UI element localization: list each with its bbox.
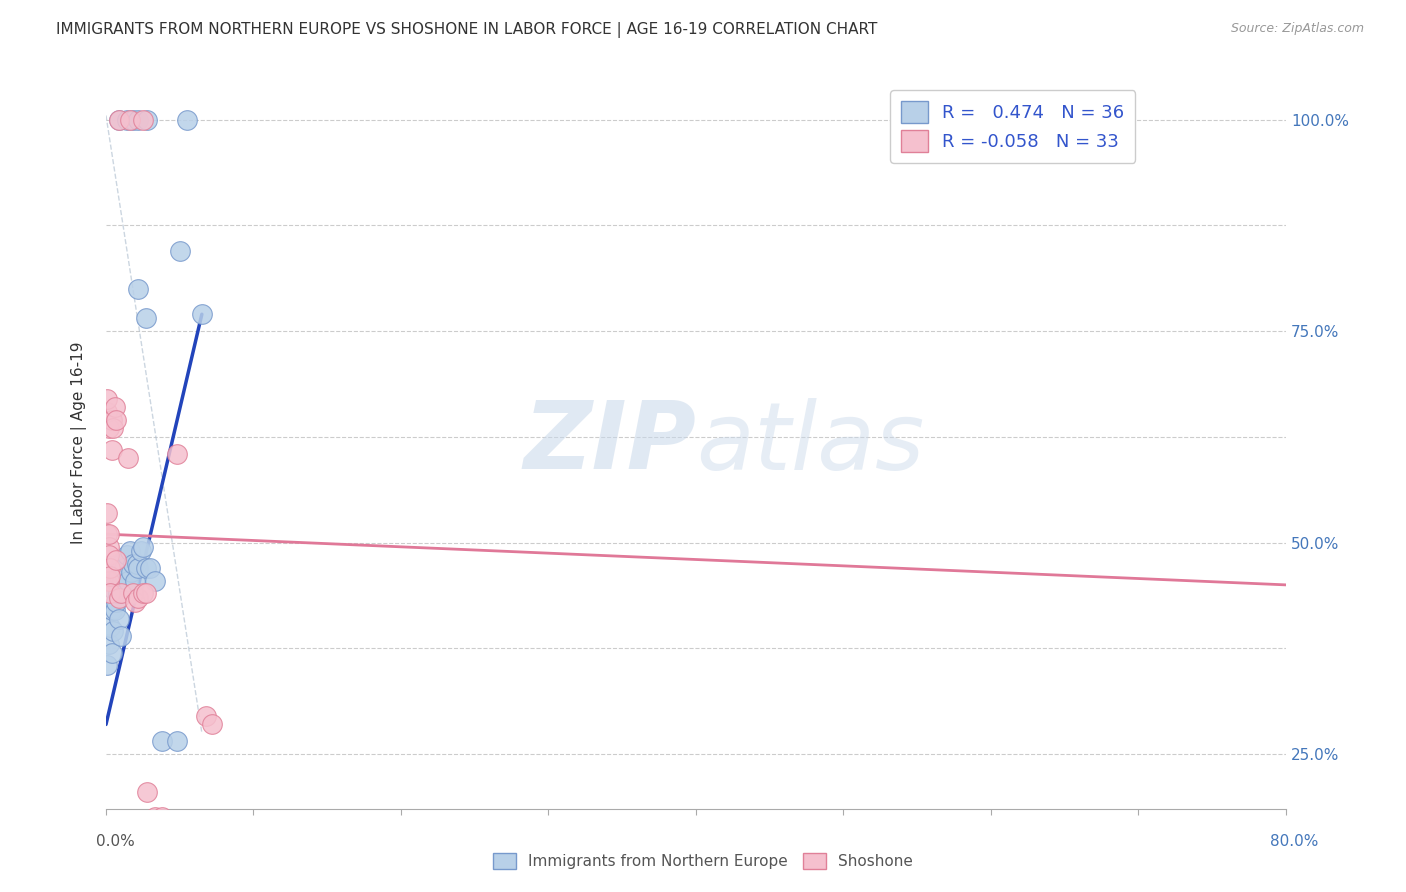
Point [100,586,122,600]
Legend: R =   0.474   N = 36, R = -0.058   N = 33: R = 0.474 N = 36, R = -0.058 N = 33 [890,90,1135,163]
Point [127,561,149,575]
Point [100,620,122,634]
Point [121,557,143,571]
Point [104,401,127,415]
Point [201,717,224,731]
Point [127,282,149,296]
Point [118,112,141,127]
Point [108,112,131,127]
Point [132,112,155,127]
Point [104,574,127,588]
Point [101,646,124,660]
Point [97,421,120,435]
Point [108,569,131,583]
Point [97,527,120,541]
Point [156,814,179,829]
Point [110,586,132,600]
Point [124,574,146,588]
Point [101,603,124,617]
Point [125,557,148,571]
Point [110,629,132,643]
Point [195,709,218,723]
Point [150,810,173,824]
Point [166,734,188,748]
Point [143,574,166,588]
Point [132,540,155,554]
Text: IMMIGRANTS FROM NORTHERN EUROPE VS SHOSHONE IN LABOR FORCE | AGE 16-19 CORRELATI: IMMIGRANTS FROM NORTHERN EUROPE VS SHOSH… [56,22,877,38]
Point [136,112,159,127]
Point [132,586,155,600]
Text: 0.0%: 0.0% [96,834,135,848]
Point [101,442,124,457]
Point [97,549,120,563]
Point [143,853,166,867]
Point [105,595,128,609]
Point [117,574,139,588]
Point [121,112,143,127]
Point [107,586,129,600]
Point [101,413,124,427]
Point [191,307,214,321]
Point [143,810,166,824]
Point [127,591,149,605]
Point [176,112,198,127]
Point [108,112,131,127]
Y-axis label: In Labor Force | Age 16-19: In Labor Force | Age 16-19 [72,342,87,544]
Text: atlas: atlas [696,398,924,489]
Point [105,574,128,588]
Point [97,637,120,651]
Point [96,404,118,418]
Point [103,421,125,435]
Point [96,392,118,406]
Point [97,574,120,588]
Point [115,549,138,563]
Text: Source: ZipAtlas.com: Source: ZipAtlas.com [1230,22,1364,36]
Point [114,569,136,583]
Point [97,540,120,554]
Point [115,112,138,127]
Point [127,112,149,127]
Point [169,244,191,258]
Point [136,785,159,799]
Point [135,586,157,600]
Point [166,447,188,461]
Point [135,561,157,575]
Text: ZIP: ZIP [523,397,696,489]
Point [118,544,141,558]
Point [117,450,139,465]
Point [103,624,125,639]
Legend: Immigrants from Northern Europe, Shoshone: Immigrants from Northern Europe, Shoshon… [486,847,920,875]
Point [121,586,143,600]
Point [108,591,131,605]
Point [135,311,157,326]
Text: 80.0%: 80.0% [1271,834,1319,848]
Point [120,565,142,579]
Point [103,582,125,596]
Point [111,574,134,588]
Point [108,612,131,626]
Point [112,561,135,575]
Point [105,552,128,566]
Point [104,603,127,617]
Point [100,561,122,575]
Point [131,544,153,558]
Point [150,734,173,748]
Point [105,413,128,427]
Point [100,569,122,583]
Point [124,595,146,609]
Point [96,506,118,520]
Point [96,527,118,541]
Point [96,658,118,673]
Point [110,557,132,571]
Point [139,561,162,575]
